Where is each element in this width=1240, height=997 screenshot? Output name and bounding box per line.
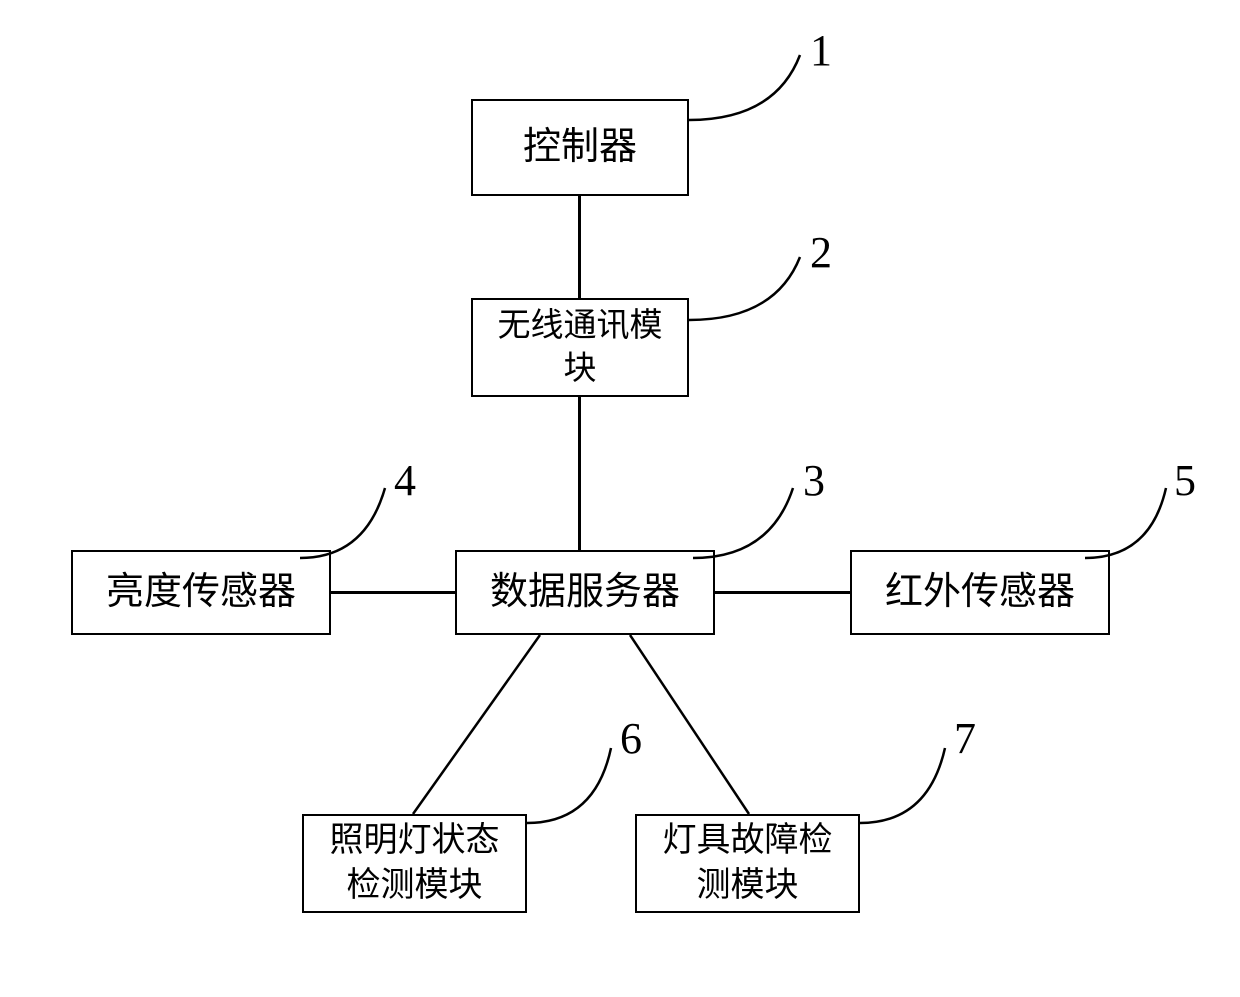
callout-7: [0, 0, 1240, 997]
